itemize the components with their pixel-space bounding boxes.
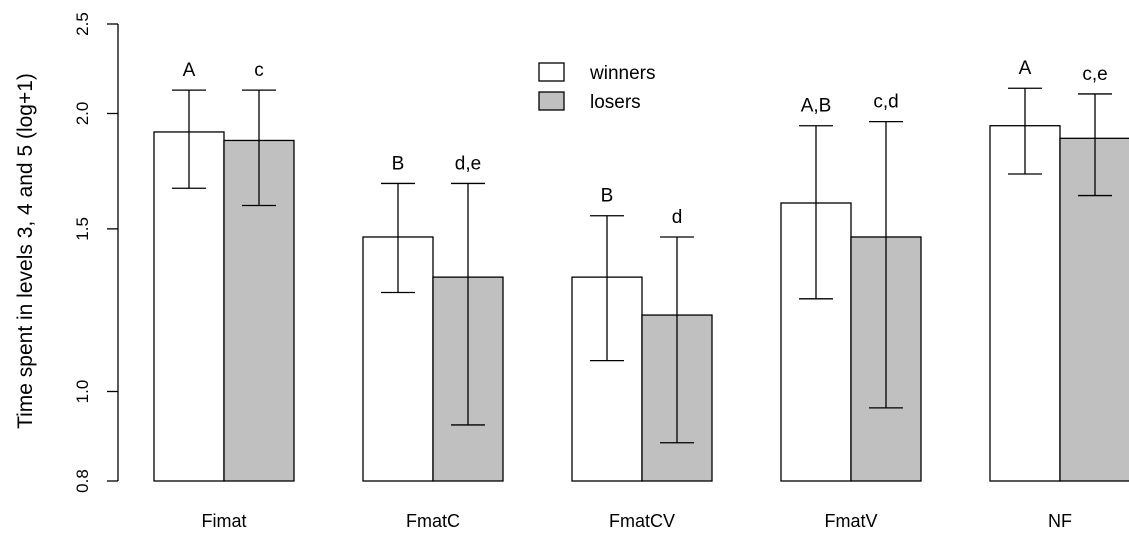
bars-group — [153, 125, 1129, 482]
y-tick-label: 1.0 — [73, 380, 92, 404]
x-category-label: FmatC — [406, 511, 460, 531]
significance-label-winners-FmatCV: B — [601, 186, 614, 207]
category-labels-group: Fimat FmatC FmatCV FmatV NF — [202, 511, 1073, 531]
y-tick-label: 2.0 — [73, 102, 92, 126]
significance-label-losers-FmatCV: d — [672, 207, 683, 228]
significance-label-winners-FmatC: B — [392, 153, 405, 174]
legend-swatch-losers — [538, 91, 565, 111]
legend-label-winners: winners — [589, 63, 655, 84]
legend-swatch-winners — [538, 62, 565, 82]
significance-label-losers-FmatC: d,e — [455, 153, 481, 174]
significance-label-losers-NF: c,e — [1082, 64, 1107, 85]
y-tick-label: 1.5 — [73, 217, 92, 241]
legend-label-losers: losers — [590, 92, 641, 113]
x-category-label: FmatCV — [609, 511, 675, 531]
significance-label-winners-Fimat: A — [183, 60, 196, 81]
x-category-label: Fimat — [202, 511, 247, 531]
y-tick-label: 2.5 — [73, 12, 92, 36]
significance-label-losers-Fimat: c — [254, 60, 264, 81]
x-category-label: NF — [1048, 511, 1072, 531]
legend: winners losers — [538, 62, 655, 113]
y-axis-title: Time spent in levels 3, 4 and 5 (log+1) — [14, 73, 37, 429]
significance-label-losers-FmatV: c,d — [873, 92, 898, 113]
x-category-label: FmatV — [824, 511, 877, 531]
y-tick-label: 0.8 — [73, 469, 92, 493]
y-axis: 0.8 1.0 1.5 2.0 2.5 — [73, 12, 119, 493]
error-bars-group — [172, 87, 1112, 444]
bar-winners-NF — [989, 125, 1061, 482]
bar-winners-Fimat — [153, 131, 225, 482]
significance-label-winners-FmatV: A,B — [801, 96, 832, 117]
significance-label-winners-NF: A — [1019, 58, 1032, 79]
